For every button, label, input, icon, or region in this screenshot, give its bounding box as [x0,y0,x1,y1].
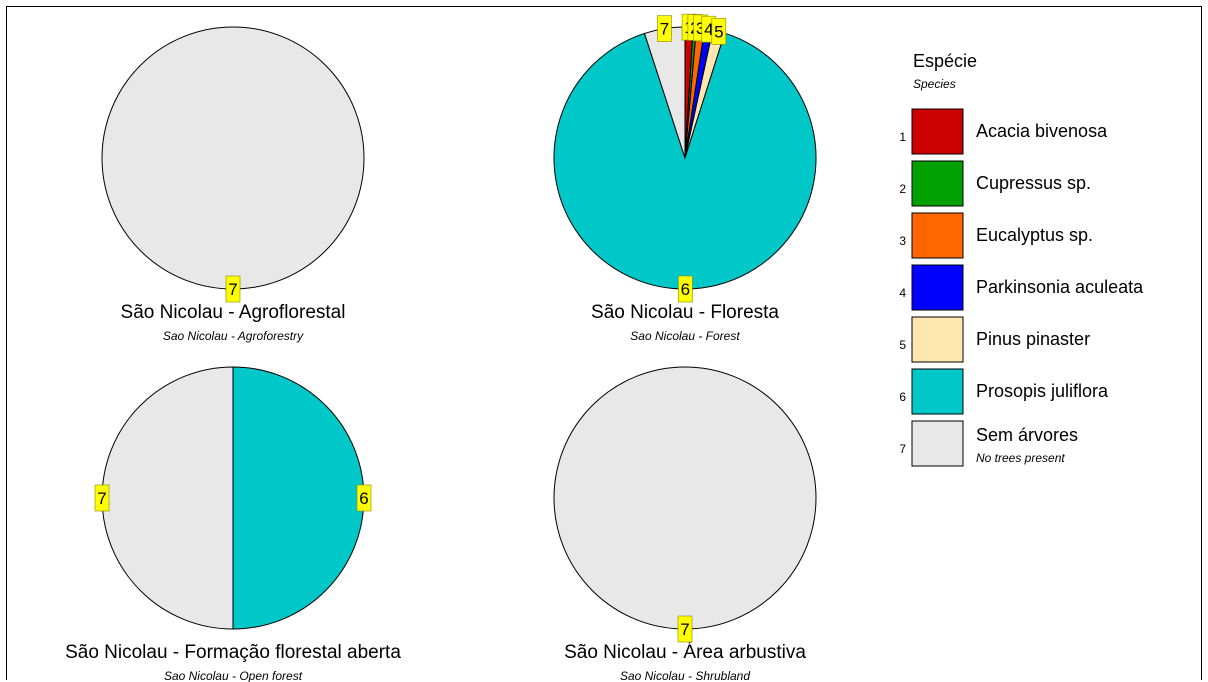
pie-subtitle-1: Sao Nicolau - Agroforestry [163,329,304,343]
label-box [711,18,727,45]
pie-2-label-5: 5 [711,18,727,45]
legend-item-number: 4 [899,286,906,300]
legend-swatch [911,316,964,363]
legend-item-label: Parkinsonia aculeata [976,277,1144,297]
legend-item-3: 3 Eucalyptus sp. [899,212,1093,259]
pie-3-label-7: 7 [94,484,110,512]
legend-item-7: 7 Sem árvores No trees present [899,420,1078,467]
pie-3-label-6: 6 [356,484,372,512]
legend-item-number: 3 [899,234,906,248]
label-text: 5 [714,22,723,41]
label-box [678,275,693,303]
legend-item-1: 1 Acacia bivenosa [899,108,1108,155]
legend-swatch [911,212,964,259]
pie-4-slice-7 [553,366,817,630]
label-box [356,484,372,512]
label-box [225,275,241,303]
legend-item-number: 2 [899,182,906,196]
legend-subtitle: Species [913,77,956,91]
legend-item-number: 5 [899,338,906,352]
legend-item-label: Cupressus sp. [976,173,1091,193]
label-text: 7 [660,20,669,39]
pie-title-1: São Nicolau - Agroflorestal [121,302,346,323]
pie-1-slice-7 [101,26,365,290]
legend-items: 1 Acacia bivenosa 2 Cupressus sp. 3 Eucalyptu… [899,108,1144,467]
legend-item-label: Acacia bivenosa [976,121,1108,141]
label-text: 7 [228,280,237,299]
label-box [657,15,672,42]
legend: Espécie Species 1 Acacia bivenosa 2 Cupress… [899,51,1144,467]
pie-title-4: São Nicolau - Área arbustiva [564,642,806,663]
slice-labels: 71234567677 [94,13,727,643]
pie-2-label-6: 6 [678,275,693,303]
label-box [94,484,110,512]
legend-item-2: 2 Cupressus sp. [899,160,1091,207]
label-text: 6 [359,489,368,508]
label-text: 3 [696,19,705,38]
legend-item-5: 5 Pinus pinaster [899,316,1090,363]
pie-title-2: São Nicolau - Floresta [591,302,779,323]
pie-2-label-7: 7 [657,15,672,42]
pie-titles: São Nicolau - Agroflorestal Sao Nicolau … [65,302,806,682]
label-text: 6 [681,280,690,299]
legend-swatch [911,264,964,311]
pie-subtitle-2: Sao Nicolau - Forest [630,329,740,343]
legend-item-6: 6 Prosopis juliflora [899,368,1109,415]
pie-4-label-7: 7 [677,615,693,643]
legend-item-sublabel: No trees present [976,451,1065,465]
legend-item-label: Prosopis juliflora [976,381,1109,401]
label-text: 4 [704,20,713,39]
legend-swatch [911,420,964,467]
pie-3-slice-6 [232,366,365,630]
pie-1-label-7: 7 [225,275,241,303]
pie-subtitle-3: Sao Nicolau - Open forest [164,669,303,682]
legend-item-4: 4 Parkinsonia aculeata [899,264,1144,311]
label-text: 7 [97,489,106,508]
pie-3-slice-7 [101,366,234,630]
legend-item-number: 6 [899,390,906,404]
legend-item-number: 7 [899,442,906,456]
legend-swatch [911,368,964,415]
pie-subtitle-4: Sao Nicolau - Shrubland [620,669,750,682]
pie-title-3: São Nicolau - Formação florestal aberta [65,642,401,663]
legend-title: Espécie [913,51,977,71]
legend-item-label: Pinus pinaster [976,329,1090,349]
legend-swatch [911,160,964,207]
pies-layer [101,26,817,630]
legend-item-label: Sem árvores [976,425,1078,445]
chart-frame [6,6,1202,680]
label-text: 7 [680,620,689,639]
legend-item-label: Eucalyptus sp. [976,225,1093,245]
legend-item-number: 1 [899,130,906,144]
legend-swatch [911,108,964,155]
label-box [677,615,693,643]
